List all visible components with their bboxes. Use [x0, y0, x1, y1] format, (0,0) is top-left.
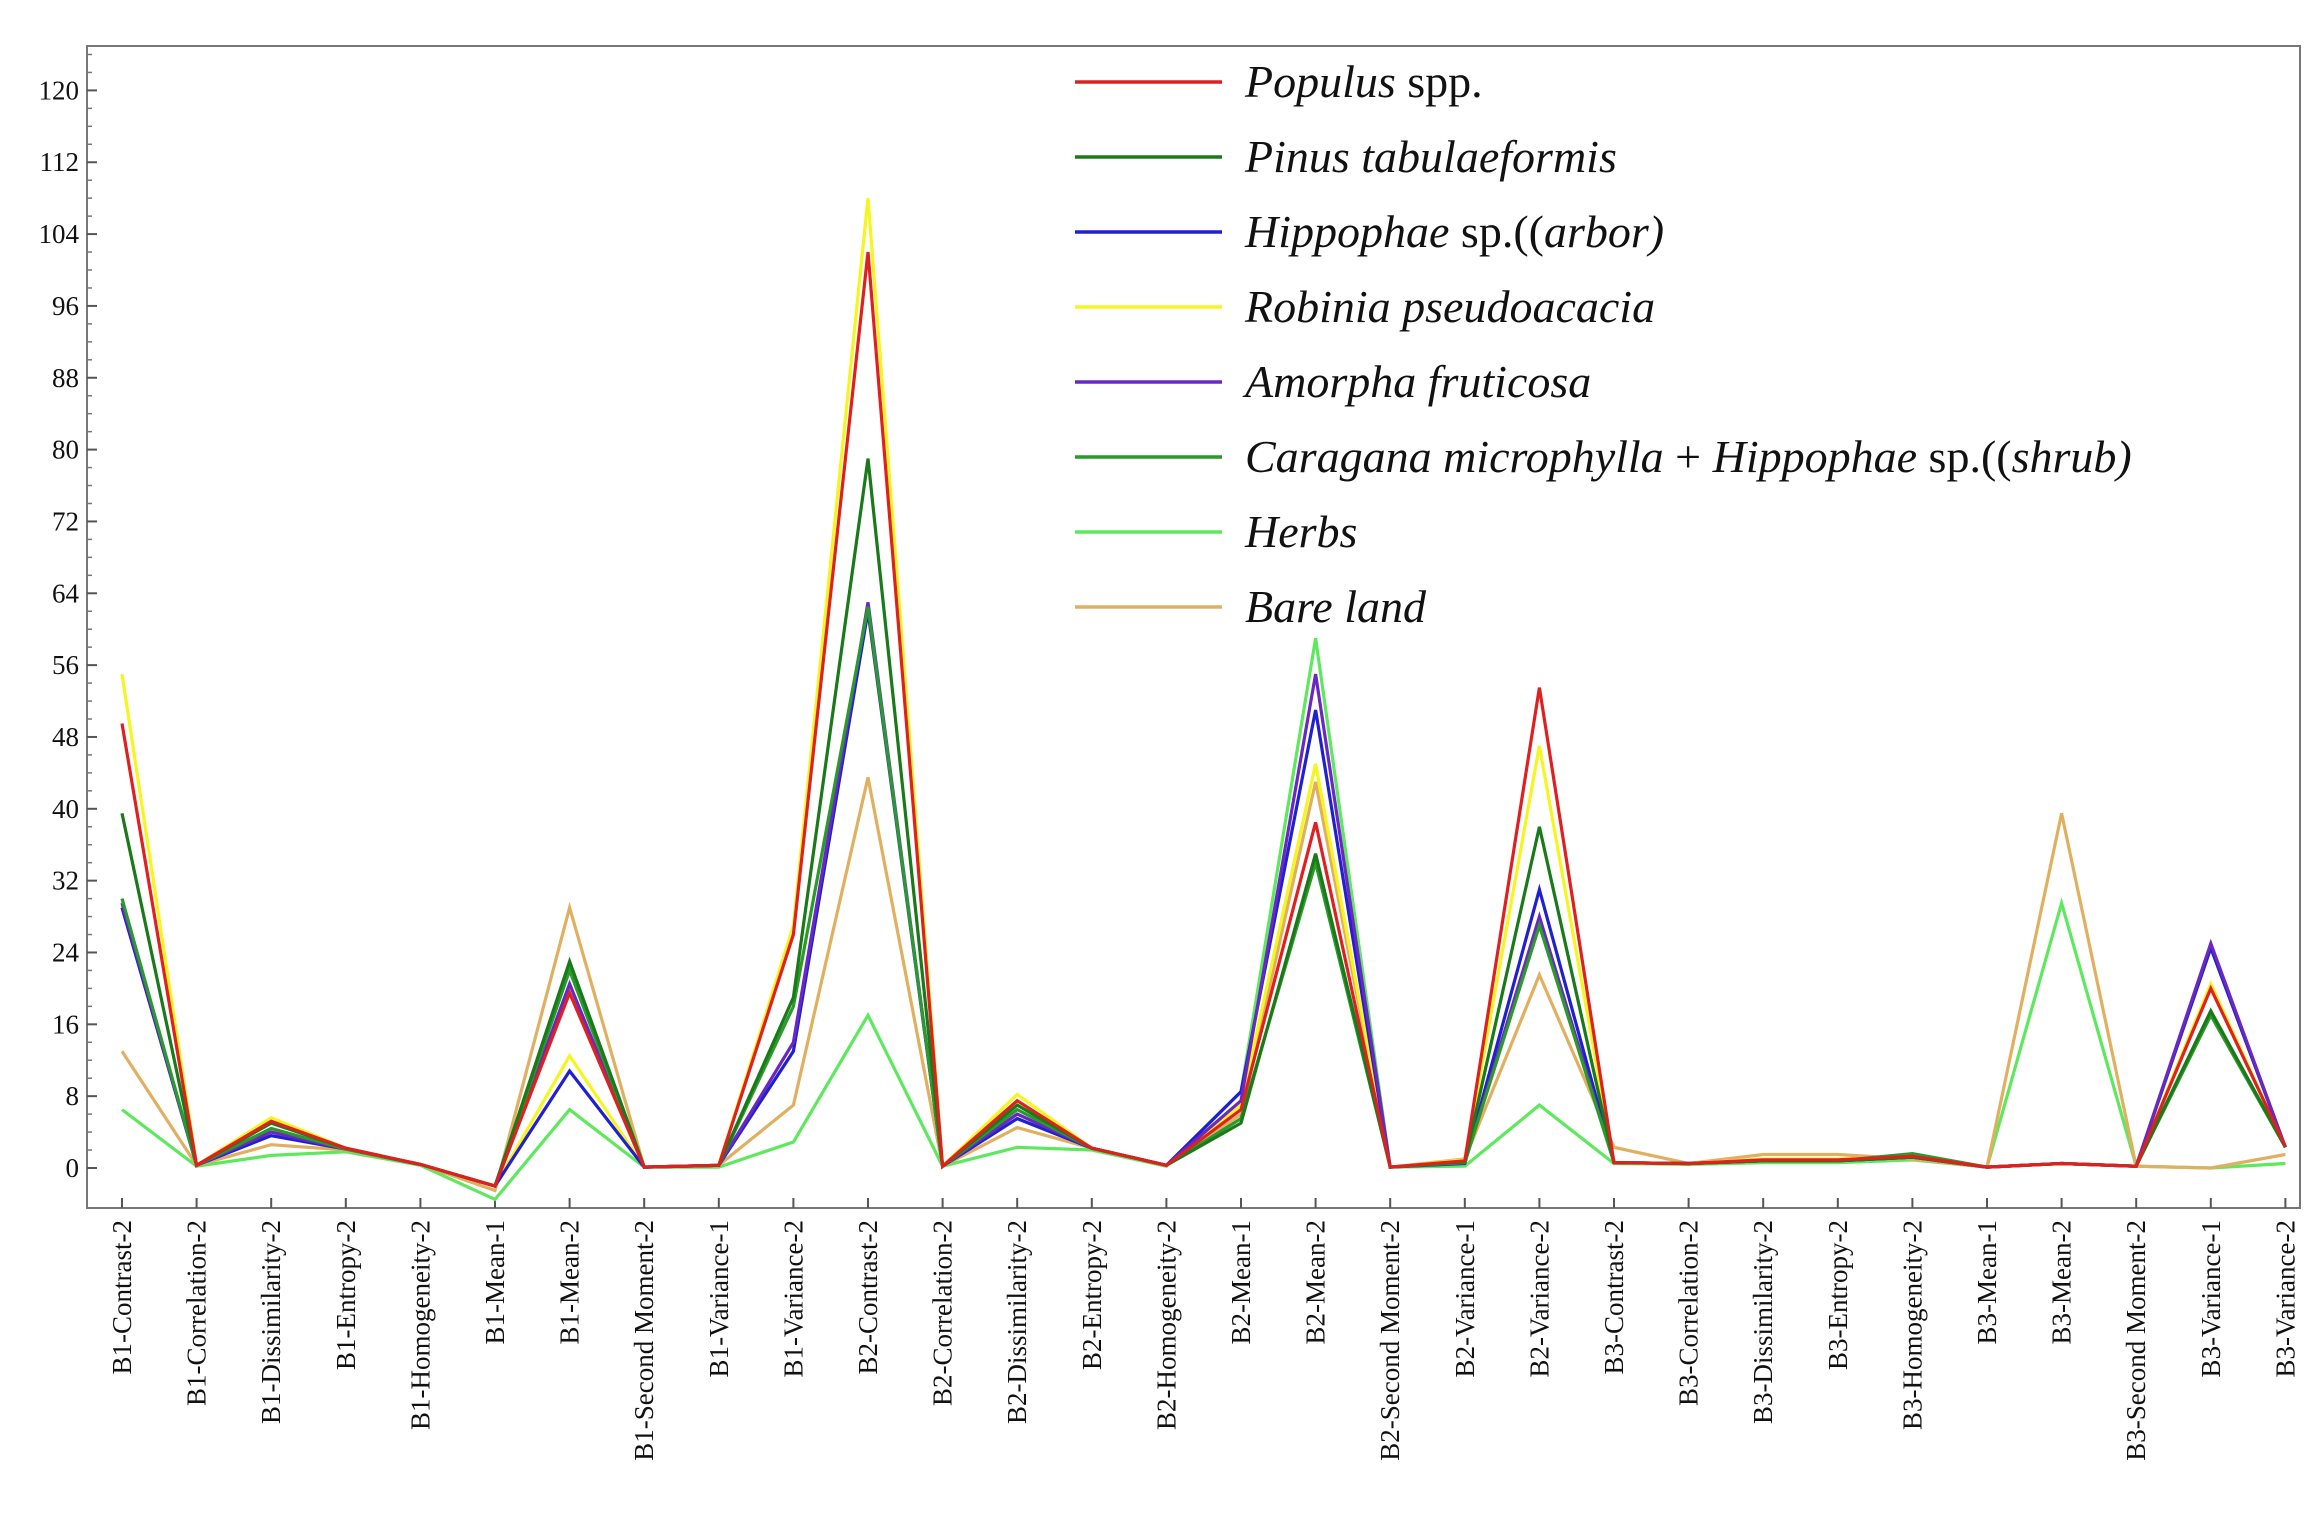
- y-tick-label: 56: [52, 650, 79, 680]
- legend-label-part: shrub): [2012, 431, 2132, 482]
- y-tick-label: 72: [52, 506, 79, 536]
- series-line-1: [120, 458, 2287, 1188]
- x-tick-label: B2-Contrast-2: [853, 1220, 883, 1375]
- y-tick-label: 0: [66, 1153, 80, 1183]
- y-tick-label: 40: [52, 794, 79, 824]
- legend-label-part: spp.: [1396, 56, 1483, 107]
- x-tick-label: B3-Homogeneity-2: [1897, 1220, 1927, 1430]
- x-tick-label: B3-Variance-2: [2270, 1220, 2300, 1377]
- x-tick-label: B1-Entropy-2: [331, 1220, 361, 1370]
- x-tick-label: B2-Homogeneity-2: [1151, 1220, 1181, 1430]
- series-line-3: [120, 198, 2287, 1188]
- legend-label: Caragana microphylla + Hippophae sp.((sh…: [1245, 431, 2132, 482]
- x-tick-label: B2-Variance-2: [1524, 1220, 1554, 1377]
- y-tick-label: 112: [40, 147, 80, 177]
- x-tick-label: B2-Mean-1: [1226, 1220, 1256, 1344]
- x-tick-label: B1-Variance-1: [704, 1220, 734, 1377]
- y-tick-label: 120: [39, 75, 80, 105]
- y-tick-label: 24: [52, 937, 80, 967]
- y-tick-label: 48: [52, 722, 79, 752]
- y-tick-label: 16: [52, 1009, 79, 1039]
- x-tick-label: B2-Correlation-2: [928, 1220, 958, 1406]
- series-line-6: [121, 637, 2286, 1202]
- legend-label-part: sp.((: [1917, 431, 2012, 482]
- y-tick-label: 80: [52, 435, 79, 465]
- legend-label: Pinus tabulaeformis: [1244, 131, 1617, 182]
- plot-frame: [86, 45, 2301, 1209]
- y-tick-label: 96: [52, 291, 79, 321]
- x-tick-label: B2-Variance-1: [1450, 1220, 1480, 1377]
- x-tick-label: B3-Second Moment-2: [2121, 1220, 2151, 1461]
- y-tick-label: 88: [52, 363, 79, 393]
- legend-label-part: sp.((: [1449, 206, 1544, 257]
- legend-label: Populus spp.: [1244, 56, 1483, 107]
- x-tick-label: B1-Contrast-2: [107, 1220, 137, 1375]
- legend-label-part: Populus: [1244, 56, 1396, 107]
- x-tick-label: B2-Second Moment-2: [1375, 1220, 1405, 1461]
- x-tick-label: B3-Mean-1: [1972, 1220, 2002, 1344]
- x-tick-label: B1-Variance-2: [778, 1220, 808, 1377]
- legend-label-part: arbor): [1544, 206, 1664, 257]
- legend-label: Amorpha fruticosa: [1242, 356, 1591, 407]
- x-tick-label: B1-Mean-2: [555, 1220, 585, 1344]
- y-tick-label: 104: [39, 219, 80, 249]
- legend-label: Hippophae sp.((arbor): [1244, 206, 1664, 257]
- x-tick-label: B1-Homogeneity-2: [405, 1220, 435, 1430]
- x-tick-label: B3-Variance-1: [2196, 1220, 2226, 1377]
- x-tick-label: B2-Dissimilarity-2: [1002, 1220, 1032, 1424]
- legend-label-part: Herbs: [1244, 506, 1357, 557]
- y-tick-label: 8: [66, 1081, 80, 1111]
- legend-label: Bare land: [1245, 581, 1427, 632]
- legend-label-part: Amorpha fruticosa: [1242, 356, 1591, 407]
- y-tick-label: 32: [52, 866, 79, 896]
- legend-label: Herbs: [1244, 506, 1357, 557]
- x-tick-label: B3-Dissimilarity-2: [1748, 1220, 1778, 1424]
- x-axis: B1-Contrast-2 B1-Correlation-2 B1-Dissimil…: [107, 1198, 2300, 1461]
- series-line-0: [120, 251, 2287, 1188]
- x-tick-label: B2-Mean-2: [1301, 1220, 1331, 1344]
- x-tick-label: B2-Entropy-2: [1077, 1220, 1107, 1370]
- series-line-5: [120, 606, 2287, 1188]
- series-line-4: [120, 602, 2287, 1188]
- legend-label-part: Bare land: [1245, 581, 1427, 632]
- x-tick-label: B1-Dissimilarity-2: [256, 1220, 286, 1424]
- legend-label-part: +: [1664, 431, 1713, 482]
- x-tick-label: B3-Mean-2: [2047, 1220, 2077, 1344]
- legend-label-part: Hippophae: [1712, 431, 1917, 482]
- x-tick-label: B1-Mean-1: [480, 1220, 510, 1344]
- series-line-2: [120, 610, 2287, 1188]
- y-axis: 0 8 16 24 32 40 48 56 64 72 80 88 96 104 112 120: [39, 53, 97, 1183]
- x-tick-label: B3-Entropy-2: [1823, 1220, 1853, 1370]
- legend-label-part: Pinus tabulaeformis: [1244, 131, 1617, 182]
- y-tick-label: 64: [52, 578, 80, 608]
- x-tick-label: B1-Second Moment-2: [629, 1220, 659, 1461]
- x-tick-label: B1-Correlation-2: [182, 1220, 212, 1406]
- legend-label-part: Hippophae: [1244, 206, 1449, 257]
- legend: Populus spp. Pinus tabulaeformis Hippophae…: [1075, 56, 2132, 632]
- x-tick-label: B3-Contrast-2: [1599, 1220, 1629, 1375]
- legend-label-part: Robinia pseudoacacia: [1244, 281, 1655, 332]
- legend-label: Robinia pseudoacacia: [1244, 281, 1655, 332]
- series-lines: [120, 198, 2287, 1202]
- legend-label-part: Caragana microphylla: [1245, 431, 1664, 482]
- x-tick-label: B3-Correlation-2: [1674, 1220, 1704, 1406]
